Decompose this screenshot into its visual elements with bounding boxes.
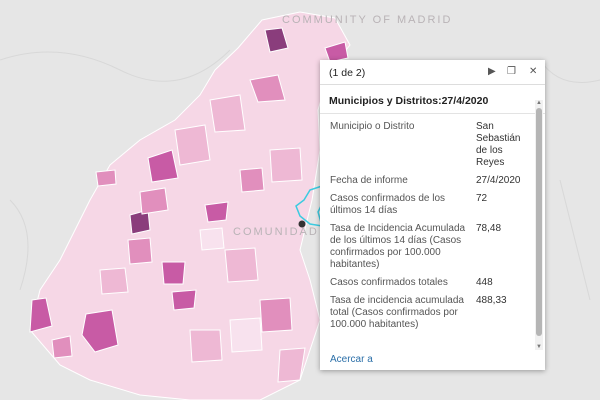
attribute-row: Casos confirmados totales 448 (330, 274, 525, 292)
zoom-to-link[interactable]: Acercar a (330, 354, 373, 365)
map-label-community-top: COMMUNITY OF MADRID (282, 14, 453, 26)
attribute-value: San Sebastián de los Reyes (476, 121, 521, 168)
scroll-thumb[interactable] (536, 108, 542, 336)
attribute-row: Tasa de incidencia acumulada total (Caso… (330, 292, 525, 334)
attribute-row: Fecha de informe 27/4/2020 (330, 172, 525, 190)
popup-header: (1 de 2) ▶ ❐ ✕ (320, 60, 545, 85)
attribute-value: 72 (476, 193, 488, 204)
attribute-key: Municipio o Distrito (330, 121, 415, 132)
attribute-row: Municipio o Distrito San Sebastián de los… (330, 118, 525, 172)
attribute-value: 488,33 (476, 295, 507, 306)
popup-title: Municipios y Distritos:27/4/2020 (320, 85, 545, 114)
location-marker[interactable] (298, 220, 306, 228)
attribute-key: Tasa de incidencia acumulada total (Caso… (330, 295, 464, 330)
attribute-row: Tasa de Incidencia Acumulada de los últi… (330, 220, 525, 274)
attribute-key: Casos confirmados totales (330, 277, 448, 288)
maximize-icon[interactable]: ❐ (507, 66, 516, 77)
play-icon[interactable]: ▶ (488, 66, 496, 77)
scroll-down-icon[interactable]: ▼ (536, 344, 542, 350)
scroll-up-icon[interactable]: ▲ (536, 100, 542, 106)
municipality-patches (29, 27, 349, 383)
attribute-key: Fecha de informe (330, 175, 408, 186)
attribute-row: Casos confirmados de los últimos 14 días… (330, 190, 525, 220)
popup-body: Municipio o Distrito San Sebastián de los… (320, 118, 545, 368)
popup-scrollbar[interactable]: ▲ ▼ (535, 100, 543, 350)
attribute-value: 448 (476, 277, 493, 288)
popup-pager: (1 de 2) (329, 67, 366, 79)
info-popup[interactable]: (1 de 2) ▶ ❐ ✕ Municipios y Distritos:27… (320, 60, 545, 370)
attribute-table: Municipio o Distrito San Sebastián de los… (330, 118, 525, 334)
attribute-key: Tasa de Incidencia Acumulada de los últi… (330, 223, 466, 270)
attribute-value: 27/4/2020 (476, 175, 521, 186)
attribute-key: Casos confirmados de los últimos 14 días (330, 193, 446, 216)
attribute-value: 78,48 (476, 223, 502, 234)
close-icon[interactable]: ✕ (529, 66, 538, 77)
